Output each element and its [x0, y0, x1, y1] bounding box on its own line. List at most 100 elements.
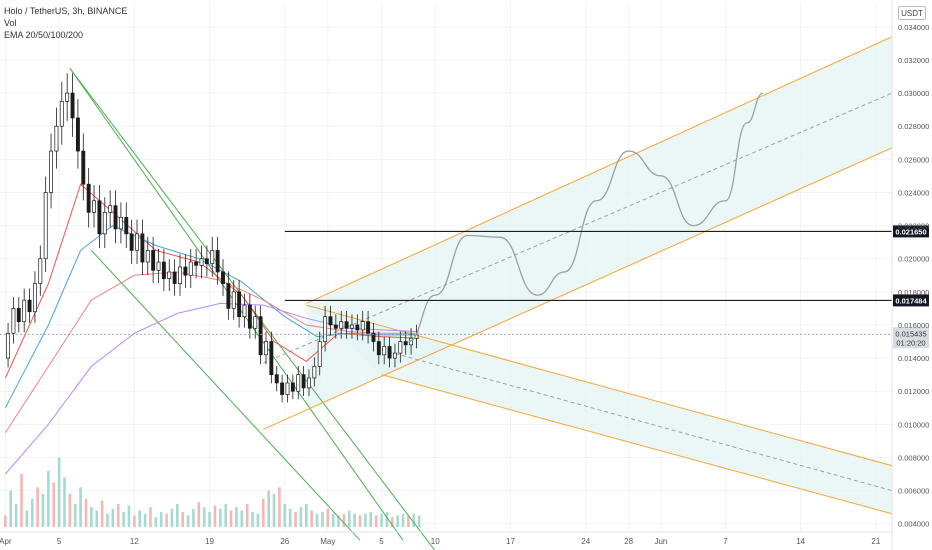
candle-body — [38, 258, 43, 284]
volume-bar — [143, 513, 147, 528]
time-tick-label: 5 — [379, 537, 384, 546]
candle-body — [328, 316, 333, 326]
currency-unit-button[interactable]: USDT — [898, 6, 926, 20]
time-tick-label: 7 — [723, 537, 728, 546]
candle-body — [215, 250, 220, 273]
volume-bar — [213, 505, 217, 528]
volume-bar — [68, 493, 72, 528]
volume-bar — [299, 507, 303, 528]
symbol-title[interactable]: Holo / TetherUS, 3h, BINANCE — [4, 6, 128, 16]
price-tick-label: 0.016000 — [898, 321, 929, 330]
volume-bar — [176, 503, 179, 528]
volume-bar — [288, 508, 292, 528]
channel-lines — [263, 36, 893, 515]
volume-bar — [331, 513, 335, 528]
price-tick-label: 0.004000 — [898, 520, 929, 529]
level-price-tag — [893, 225, 929, 238]
volume-bar — [63, 477, 66, 528]
volume-bar — [111, 508, 115, 528]
time-tick-label: 14 — [796, 537, 805, 546]
candle-body — [16, 308, 21, 323]
time-tick-label: 24 — [581, 537, 590, 546]
candle-body — [247, 304, 252, 329]
falling-channel-upper — [306, 304, 893, 467]
candle-body — [269, 341, 274, 376]
candle-body — [151, 250, 156, 271]
candle-body — [140, 233, 145, 263]
candle-body — [135, 233, 139, 251]
candle-body — [188, 261, 193, 276]
candle-body — [366, 321, 371, 334]
price-tick-label: 0.024000 — [898, 188, 929, 197]
rising-channel-area — [263, 36, 892, 430]
volume-bar — [20, 474, 23, 528]
volume-bar — [133, 515, 136, 528]
candle-body — [312, 366, 317, 379]
volume-bar — [412, 513, 416, 528]
candle-body — [307, 377, 311, 389]
volume-bar — [90, 507, 93, 528]
volume-bar — [283, 503, 287, 528]
price-tick-label: 0.032000 — [898, 56, 929, 65]
volume-bar — [36, 487, 39, 528]
volume-bar — [106, 513, 109, 528]
volume-bar — [385, 512, 389, 528]
volume-bar — [272, 493, 276, 528]
volume-bar — [79, 487, 82, 528]
time-axis[interactable]: Apr 5 12 19 26 May 5 10 17 24 28 Jun 7 14 21 — [0, 531, 892, 546]
time-tick-label: 26 — [280, 537, 289, 546]
time-tick-label: 5 — [57, 537, 62, 546]
price-tick-label: 0.022000 — [898, 222, 929, 231]
volume-bar — [138, 510, 142, 528]
current-price-tag — [893, 327, 929, 349]
level-price-label: 0.021650 — [895, 227, 926, 236]
volume-bar — [4, 515, 7, 528]
volume-bar — [353, 513, 356, 528]
volume-bar — [159, 512, 163, 528]
volume-bar — [326, 508, 330, 528]
volume-bar — [380, 513, 383, 528]
candle-body — [161, 261, 166, 279]
volume-bar — [240, 510, 244, 528]
candle-body — [32, 283, 37, 313]
rising-channel-upper — [306, 36, 893, 304]
candle-body — [167, 271, 172, 279]
candle-body — [280, 382, 285, 395]
candle-body — [113, 205, 118, 230]
volume-bar — [149, 507, 152, 528]
price-axis[interactable]: 0.034000 0.032000 0.030000 0.028000 0.026000… — [891, 0, 929, 550]
candle-body — [108, 205, 113, 213]
candle-body — [194, 261, 199, 266]
chart-legend: Holo / TetherUS, 3h, BINANCE Vol EMA 20/… — [4, 5, 127, 41]
candle-body — [81, 150, 86, 185]
volume-bar — [401, 513, 405, 528]
volume-bar — [30, 498, 34, 528]
time-tick-label: 19 — [205, 537, 214, 546]
candle-body — [242, 304, 247, 318]
volume-bar — [84, 498, 88, 528]
volume-bar — [170, 508, 174, 528]
price-tick-label: 0.012000 — [898, 387, 929, 396]
volume-bar — [321, 512, 324, 528]
candle-body — [355, 324, 360, 331]
current-price-label: 0.015435 — [895, 329, 926, 338]
volume-bar — [25, 510, 29, 528]
volume-bar — [278, 487, 281, 528]
candle-body — [75, 117, 80, 152]
candle-body — [210, 250, 215, 265]
volume-bar — [310, 510, 313, 528]
ema-legend[interactable]: EMA 20/50/100/200 — [4, 30, 84, 40]
volume-legend[interactable]: Vol — [4, 18, 17, 28]
ema-line-ema50 — [4, 225, 420, 409]
volume-bar — [197, 502, 201, 528]
time-tick-label: 21 — [871, 537, 880, 546]
time-tick-label: 12 — [130, 537, 139, 546]
candle-body — [296, 374, 301, 392]
projection-curve — [408, 92, 764, 343]
volume-bar — [202, 507, 206, 528]
candle-body — [172, 271, 177, 284]
candle-body — [253, 316, 258, 329]
volume-bar — [14, 503, 18, 528]
